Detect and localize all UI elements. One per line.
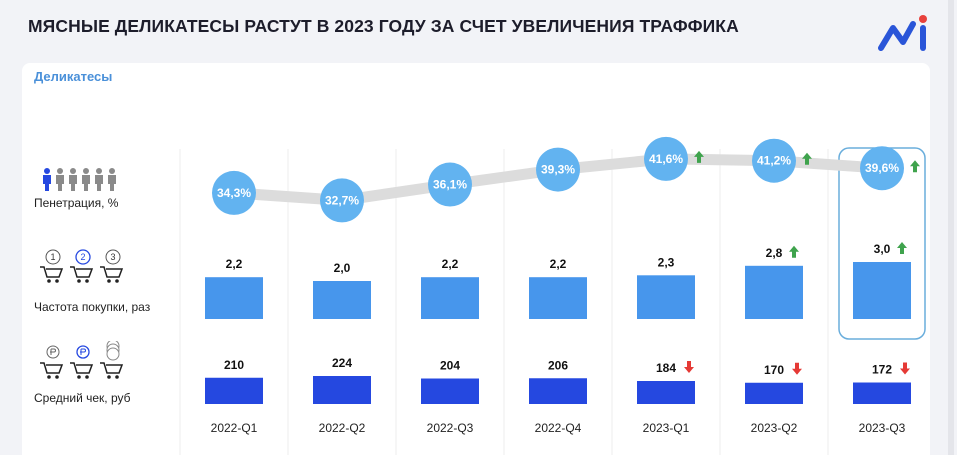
x-tick-label: 2022-Q3 — [427, 421, 474, 435]
avg-check-bar — [637, 381, 695, 404]
x-tick-label: 2022-Q4 — [535, 421, 582, 435]
frequency-value-label: 3,0 — [874, 242, 891, 256]
trend-up-icon — [910, 160, 920, 173]
row-label-avg-check: Средний чек, руб — [34, 391, 131, 405]
penetration-label: 41,2% — [757, 154, 791, 168]
trend-up-icon — [694, 150, 704, 163]
trend-up-icon — [789, 245, 799, 258]
penetration-point — [536, 147, 580, 192]
penetration-point — [860, 146, 904, 191]
card-subtitle: Деликатесы — [34, 69, 113, 84]
x-tick-label: 2023-Q2 — [751, 421, 798, 435]
frequency-value-label: 2,2 — [550, 257, 567, 271]
x-tick-label: 2023-Q3 — [859, 421, 906, 435]
penetration-label: 36,1% — [433, 178, 467, 192]
page-title: МЯСНЫЕ ДЕЛИКАТЕСЫ РАСТУТ В 2023 ГОДУ ЗА … — [28, 16, 739, 36]
avg-check-bar — [313, 376, 371, 404]
scrollbar[interactable] — [948, 0, 954, 455]
chart-card: Деликатесы Пенетрация, % — [22, 63, 930, 455]
cart-number-3: 3 — [110, 252, 115, 262]
chart-plot-area: 34,3% 32,7% 36,1% 39,3% 41,6% 41,2% 39,6% 2,2 2,… — [179, 136, 926, 455]
cart-numbered-icon: 1 2 3 — [38, 249, 128, 285]
frequency-bar — [313, 281, 371, 319]
avg-check-value-label: 170 — [764, 363, 784, 377]
frequency-bar — [205, 277, 263, 319]
frequency-bar — [529, 277, 587, 319]
trend-up-icon — [802, 152, 812, 165]
penetration-point — [752, 138, 796, 183]
penetration-point — [428, 162, 472, 207]
trend-down-icon — [792, 362, 802, 375]
penetration-point — [320, 178, 364, 223]
avg-check-value-label: 184 — [656, 361, 676, 375]
frequency-bar — [421, 277, 479, 319]
frequency-value-label: 2,3 — [658, 255, 675, 269]
penetration-label: 34,3% — [217, 186, 251, 200]
avg-check-value-label: 224 — [332, 356, 352, 370]
frequency-value-label: 2,8 — [766, 246, 783, 260]
penetration-point — [212, 170, 256, 215]
avg-check-value-label: 204 — [440, 359, 460, 373]
x-tick-label: 2023-Q1 — [643, 421, 690, 435]
avg-check-value-label: 172 — [872, 363, 892, 377]
frequency-bar — [637, 275, 695, 319]
frequency-value-label: 2,0 — [334, 261, 351, 275]
avg-check-bar — [205, 377, 263, 404]
avg-check-value-label: 210 — [224, 358, 244, 372]
avg-check-value-label: 206 — [548, 358, 568, 372]
x-tick-label: 2022-Q2 — [319, 421, 366, 435]
penetration-point — [644, 136, 688, 181]
avg-check-bar — [745, 382, 803, 404]
frequency-value-label: 2,2 — [226, 257, 243, 271]
penetration-label: 41,6% — [649, 152, 683, 166]
penetration-label: 32,7% — [325, 193, 359, 207]
trend-down-icon — [900, 362, 910, 375]
penetration-label: 39,6% — [865, 161, 899, 175]
frequency-value-label: 2,2 — [442, 257, 459, 271]
row-label-frequency: Частота покупки, раз — [34, 300, 151, 314]
brand-logo-icon — [878, 15, 927, 51]
avg-check-bar — [853, 382, 911, 404]
row-label-penetration: Пенетрация, % — [34, 196, 119, 210]
cart-number-2: 2 — [80, 252, 85, 262]
penetration-label: 39,3% — [541, 163, 575, 177]
people-icon — [43, 168, 116, 191]
frequency-bar — [745, 265, 803, 319]
frequency-bar — [853, 262, 911, 319]
x-tick-label: 2022-Q1 — [211, 421, 258, 435]
avg-check-bar — [529, 378, 587, 404]
trend-up-icon — [897, 242, 907, 254]
trend-down-icon — [684, 361, 694, 373]
cart-number-1: 1 — [50, 252, 55, 262]
avg-check-bar — [421, 378, 479, 404]
